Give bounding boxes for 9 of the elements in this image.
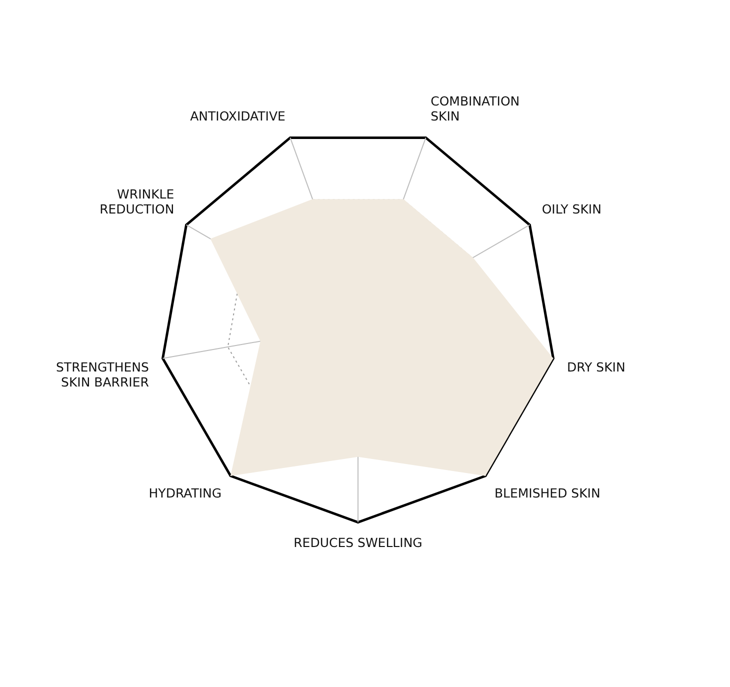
spoke-label: STRENGTHENS SKIN BARRIER (56, 360, 150, 390)
spoke-label: ANTIOXIDATIVE (190, 108, 286, 124)
spoke-label: DRY SKIN (567, 360, 626, 375)
spoke-label: COMBINATION SKIN (430, 93, 520, 124)
spoke-label: BLEMISHED SKIN (494, 485, 600, 500)
spoke-label: REDUCES SWELLING (294, 535, 422, 550)
spoke-label: OILY SKIN (542, 202, 602, 217)
spoke-label: HYDRATING (148, 485, 222, 500)
spoke-label: WRINKLE REDUCTION (100, 186, 174, 217)
